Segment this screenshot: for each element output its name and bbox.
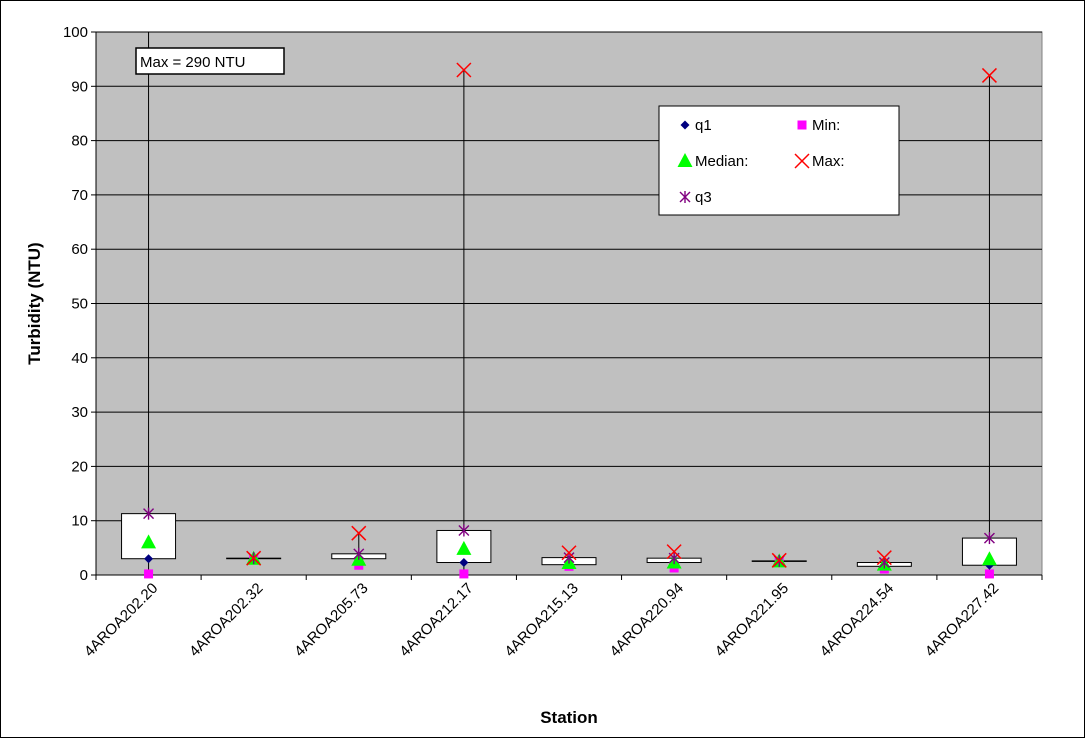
marker-stroke: [561, 545, 577, 561]
max-annotation-text: Max = 290 NTU: [140, 54, 245, 71]
legend-marker: [679, 191, 691, 203]
y-tick-labels: 0 10 20 30 40 50 60 70 80 90 100: [63, 24, 88, 584]
legend: q1 Min: Median: Max: q3: [658, 105, 900, 216]
point-max: [351, 525, 367, 541]
legend-label: Median:: [695, 153, 748, 170]
point-q3: [458, 524, 470, 537]
point-max: [666, 544, 682, 560]
point-min: [459, 569, 469, 579]
legend-marker: [794, 153, 810, 169]
y-tick-label: 10: [71, 513, 88, 530]
y-tick-label: 0: [80, 567, 88, 584]
marker-stroke: [794, 153, 810, 169]
max-annotation-box: [135, 47, 285, 75]
point-q3: [143, 507, 155, 520]
legend-marker: [680, 120, 690, 130]
point-median: [981, 551, 997, 566]
point-max: [981, 67, 997, 83]
point-max: [246, 550, 262, 566]
legend-label: q3: [695, 189, 712, 206]
point-min: [984, 569, 994, 579]
point-max: [456, 62, 472, 78]
point-q3: [353, 547, 365, 560]
marker-stroke: [771, 552, 787, 568]
marker-stroke: [981, 67, 997, 83]
y-tick-label: 40: [71, 350, 88, 367]
y-tick-label: 60: [71, 241, 88, 258]
y-axis-title: Turbidity (NTU): [25, 242, 44, 364]
marker-stroke: [246, 550, 262, 566]
marker-stroke: [876, 550, 892, 566]
point-min: [144, 569, 154, 579]
legend-label: Max:: [812, 153, 845, 170]
legend-marker: [797, 120, 807, 130]
y-tick-label: 100: [63, 24, 88, 41]
point-max: [771, 552, 787, 568]
point-q1: [459, 558, 469, 568]
legend-label: Min:: [812, 117, 840, 134]
y-tick-label: 20: [71, 458, 88, 475]
point-max: [876, 550, 892, 566]
point-q3: [983, 532, 995, 545]
point-q1: [144, 554, 154, 564]
point-max: [561, 545, 577, 561]
point-median: [141, 534, 157, 549]
legend-label: q1: [695, 117, 712, 134]
max-annotation: Max = 290 NTU: [135, 47, 285, 75]
legend-marker: [677, 153, 693, 167]
y-tick-label: 50: [71, 296, 88, 313]
marker-stroke: [456, 62, 472, 78]
y-tick-label: 30: [71, 404, 88, 421]
markers: [141, 62, 997, 579]
marker-stroke: [351, 525, 367, 541]
marker-stroke: [666, 544, 682, 560]
point-median: [456, 540, 472, 555]
y-tick-label: 80: [71, 133, 88, 150]
x-axis-title: Station: [540, 708, 598, 727]
gridlines: [91, 31, 1043, 580]
legend-box: [658, 105, 900, 216]
y-tick-label: 90: [71, 78, 88, 95]
y-tick-label: 70: [71, 187, 88, 204]
